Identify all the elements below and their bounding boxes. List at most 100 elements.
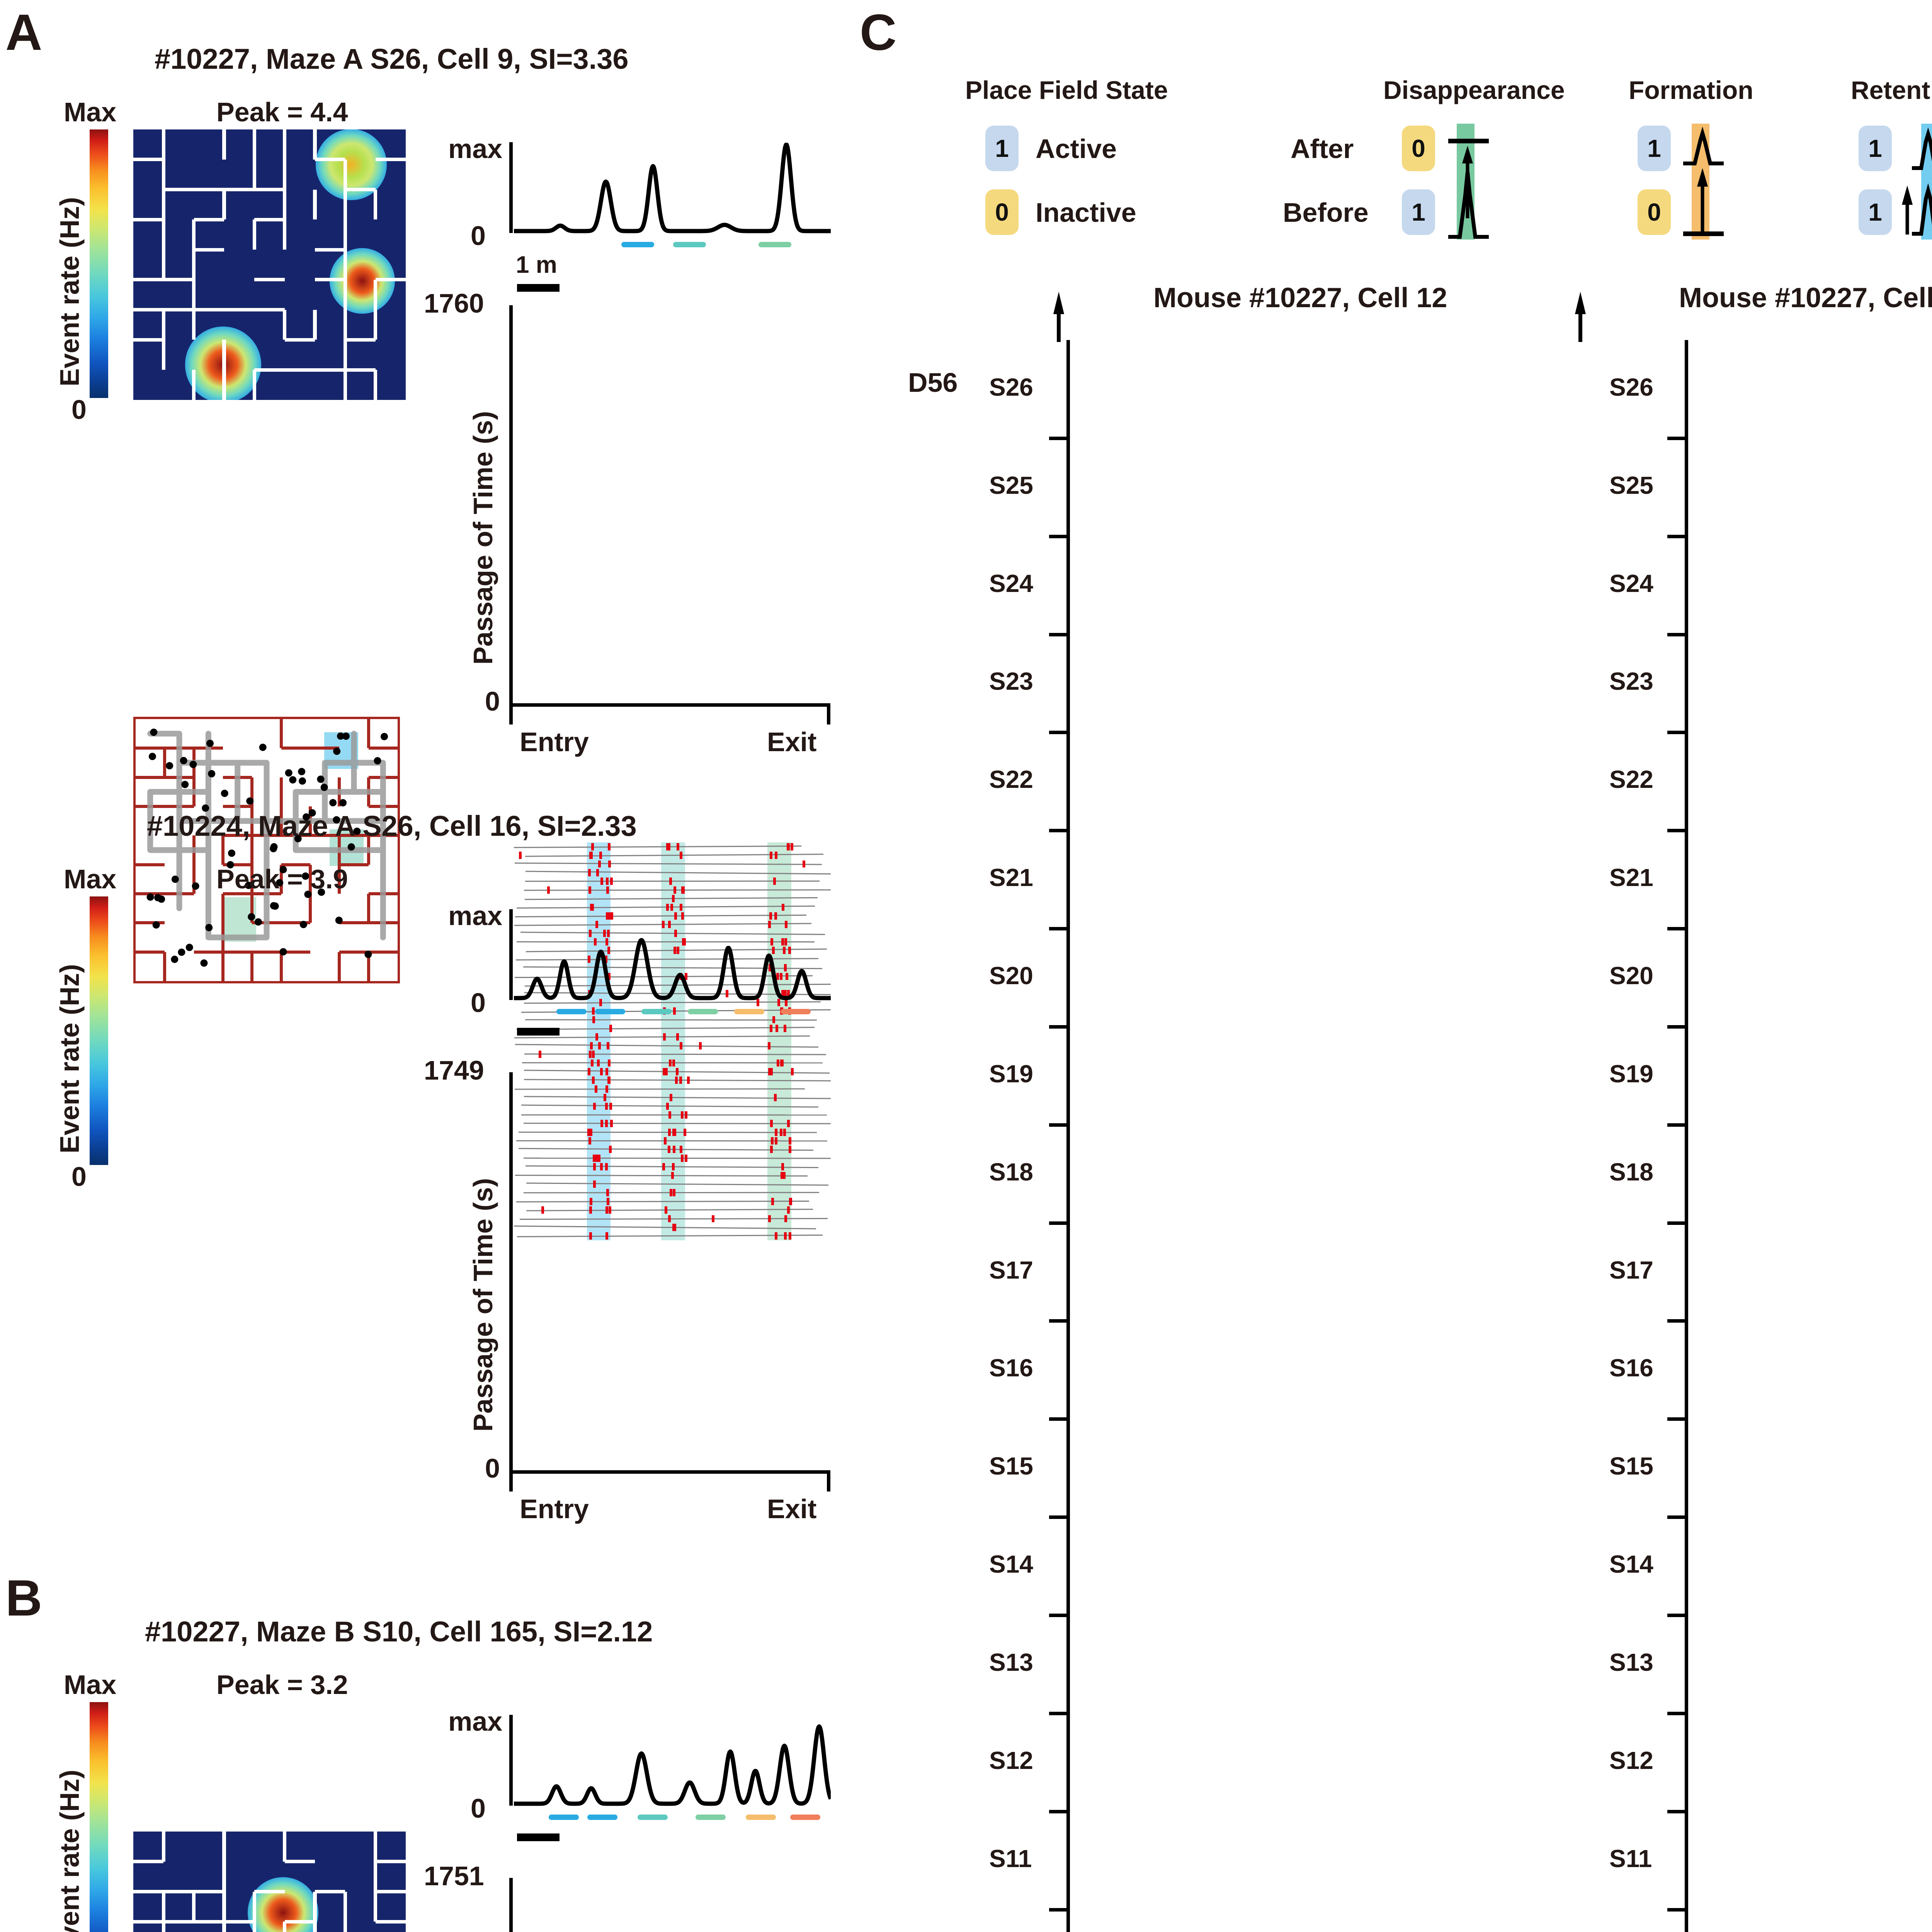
raster-spike (672, 1163, 675, 1171)
panel-a-item-0-profile-zero: 0 (471, 221, 486, 251)
panel-b-item-0-profile-zero: 0 (471, 1793, 486, 1823)
panel-c-session-label-S17: S17 (989, 1256, 1033, 1284)
panel-c-plot-1-yaxis (1685, 340, 1688, 1932)
raster-spike (589, 1232, 592, 1240)
maze-wall (345, 338, 376, 342)
raster-spike (788, 947, 791, 954)
raster-trace (521, 1114, 827, 1116)
legend-event-2-icon (1902, 127, 1932, 236)
raster-spike (541, 1206, 544, 1214)
raster-spike (588, 955, 591, 963)
raster-spike (680, 903, 683, 911)
raster-spike (757, 998, 760, 1006)
legend-row-label-before: Before (1283, 197, 1369, 228)
panel-a-item-0-colorbar-axis-label: Event rate (Hz) (54, 197, 85, 386)
maze-wall (315, 158, 345, 162)
raster-spike (687, 1077, 690, 1084)
maze-wall (343, 340, 347, 370)
maze-wall (222, 1832, 226, 1862)
maze-wall (163, 278, 194, 282)
trajectory-event-dot (154, 894, 162, 901)
trajectory-event-dot (279, 866, 287, 873)
trajectory-maze-wall (221, 835, 225, 865)
raster-spike (593, 1102, 596, 1110)
raster-spike (673, 1146, 676, 1153)
raster-spike (769, 1025, 772, 1032)
maze-wall (374, 310, 378, 340)
maze-wall (283, 219, 287, 250)
panel-c-session-label-S15: S15 (1609, 1452, 1653, 1480)
raster-spike (726, 990, 729, 998)
maze-wall (252, 219, 256, 250)
panel-a-item-1-colorbar-min: 0 (71, 1162, 87, 1192)
maze-wall (222, 129, 226, 160)
panel-a-item-1-field-mark-1 (595, 1009, 625, 1014)
maze-wall (284, 368, 315, 372)
panel-a-item-0-raster-yaxis (509, 305, 513, 705)
raster-spike (667, 1146, 670, 1153)
maze-wall (133, 278, 164, 282)
trajectory-maze-wall (368, 950, 398, 954)
raster-spike (609, 1102, 612, 1110)
raster-spike (773, 878, 776, 885)
raster-spike (609, 1025, 612, 1032)
raster-spike (605, 1085, 609, 1093)
panel-a-item-0-raster-xaxis-cap-right (827, 703, 830, 724)
raster-spike (547, 886, 550, 894)
maze-wall (345, 368, 376, 372)
panel-c-session-tick (1049, 1319, 1068, 1323)
maze-wall (313, 189, 317, 220)
raster-spike (590, 852, 593, 859)
raster-spike (590, 903, 593, 911)
trajectory-maze-wall (338, 952, 341, 981)
panel-c-session-tick (1667, 1614, 1686, 1617)
raster-spike (607, 1059, 611, 1067)
trajectory-maze-wall (310, 834, 340, 837)
raster-spike (662, 1163, 665, 1171)
trajectory-event-dot (299, 777, 306, 785)
panel-c-session-label-S22: S22 (989, 765, 1033, 794)
raster-spike (673, 947, 676, 954)
panel-a-item-0-peak: Peak = 4.4 (216, 97, 348, 127)
raster-spike (781, 1172, 784, 1179)
trajectory-maze-wall (339, 921, 369, 925)
raster-spike (606, 1197, 609, 1205)
maze-wall (374, 1861, 378, 1892)
trajectory-event-dot (246, 797, 254, 805)
panel-a-item-1-raster-yaxis (509, 1072, 513, 1472)
raster-spike (668, 921, 671, 929)
panel-a-item-1-field-mark-0 (556, 1009, 587, 1014)
panel-a-item-0-raster-xaxis-cap-left (509, 703, 513, 724)
raster-spike (768, 1068, 771, 1075)
raster-spike (606, 912, 609, 920)
trajectory-event-dot (178, 948, 185, 956)
panel-a-item-1-field-mark-4 (734, 1009, 764, 1014)
maze-wall (374, 189, 378, 220)
raster-spike (605, 1163, 608, 1171)
maze-wall (194, 1889, 224, 1894)
raster-spike (699, 1042, 702, 1049)
raster-spike (663, 1033, 666, 1041)
raster-spike (771, 1197, 774, 1205)
maze-wall (313, 129, 317, 160)
raster-spike (595, 1033, 598, 1041)
trajectory-maze-wall (310, 747, 340, 750)
panel-c-session-label-S13: S13 (1609, 1648, 1653, 1676)
raster-spike (673, 886, 677, 894)
maze-wall (254, 218, 285, 221)
maze-wall (194, 308, 224, 312)
trajectory-event-dot (192, 882, 199, 890)
maze-wall (162, 340, 165, 370)
trajectory-maze-wall (221, 952, 225, 981)
maze-wall (162, 219, 165, 250)
maze-wall (162, 129, 165, 160)
panel-c-session-label-S22: S22 (1609, 765, 1653, 794)
panel-c-session-tick (1049, 1417, 1068, 1421)
raster-spike (595, 921, 599, 929)
panel-letter-a: A (5, 4, 43, 61)
panel-c-plot-0-yaxis (1066, 340, 1070, 1932)
trajectory-event-dot (146, 893, 154, 901)
raster-spike (788, 1232, 791, 1240)
maze-wall (222, 1922, 226, 1932)
trajectory-event-dot (150, 728, 158, 736)
